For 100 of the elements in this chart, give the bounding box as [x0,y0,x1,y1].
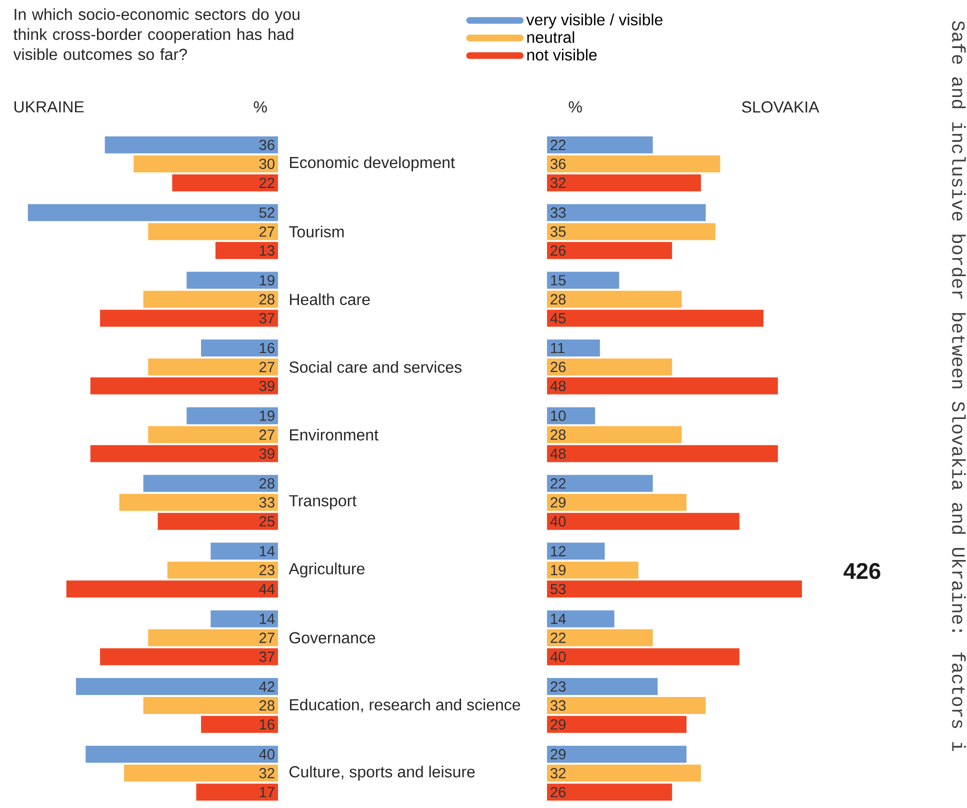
data-label: 37 [259,313,274,324]
bar [134,155,278,172]
text: Safe and inclusive border between Slovakia and Ukraine: factors i [952,20,966,752]
bar [547,746,686,763]
bar [547,136,653,154]
bar [100,310,278,327]
bar [547,204,706,222]
data-label: 26 [550,362,566,372]
data-label: 25 [259,516,274,527]
bar [547,562,638,579]
data-label: 28 [550,429,566,440]
data-label: 32 [259,768,274,778]
data-label: 28 [259,700,274,711]
data-label: 32 [550,178,566,188]
data-label: 14 [260,546,275,556]
data-label: 36 [259,140,274,150]
bar [547,542,605,560]
data-label: 29 [550,749,566,760]
data-label: 22 [550,140,566,150]
text: % [254,101,267,112]
data-label: 33 [550,700,566,711]
data-label: 39 [259,448,274,459]
data-label: 19 [260,275,274,286]
bar [547,174,701,192]
data-label: 27 [259,430,274,440]
data-label: 10 [551,410,566,421]
data-label: 33 [259,497,274,508]
data-label: 26 [550,786,566,798]
bar [547,764,701,782]
data-label: 12 [551,546,566,556]
data-label: 19 [551,564,566,576]
bar [167,562,278,579]
bar [547,377,778,394]
bar [547,610,614,628]
y-tick-label: Economic development [290,156,455,172]
data-label: 19 [260,410,274,421]
data-label: 29 [550,497,566,508]
data-label: 17 [260,787,274,798]
y-tick-label: Transport [289,495,356,510]
y-tick-label: Environment [290,428,378,441]
data-label: 36 [550,158,566,170]
text: % [568,101,582,112]
y-tick-label: Social care and services [289,361,462,373]
data-label: 39 [259,380,274,392]
bar [186,407,278,424]
bar [201,716,278,733]
data-label: 13 [260,245,274,256]
bar [158,512,278,530]
data-label: 33 [550,207,566,218]
bar [547,696,706,714]
data-label: 27 [259,362,274,372]
bar [547,290,682,308]
data-label: 37 [259,652,274,662]
data-label: 48 [550,380,566,392]
bar [196,784,278,801]
data-label: 28 [259,294,274,304]
chart-subtitle: UKRAINE [14,101,84,112]
bar [124,764,278,782]
y-tick-label: Tourism [289,226,344,238]
data-label: 26 [550,245,566,256]
data-label: 16 [260,719,274,730]
bar [186,272,278,289]
data-label: 45 [550,313,566,324]
data-label: 23 [259,564,274,576]
bar [143,290,278,308]
data-label: 29 [550,719,566,730]
data-label: 35 [550,226,566,237]
bar [86,746,278,763]
data-label: 52 [259,207,274,218]
bar [547,678,658,696]
bar [547,494,686,511]
y-tick-label: Education, research and science [290,698,520,712]
bar [547,648,740,666]
data-label: 30 [259,158,274,170]
data-label: 22 [550,632,566,643]
bar [547,358,672,376]
data-label: 42 [259,681,274,692]
bar [28,204,278,222]
data-label: 40 [550,652,566,662]
bar [547,223,716,240]
bar [172,174,278,192]
bar [66,580,278,598]
data-label: 22 [550,478,566,489]
legend-label: neutral [527,31,574,43]
bar [547,242,672,260]
bar [148,223,278,240]
y-tick-label: Governance [290,632,376,644]
bar [148,629,278,646]
data-label: 27 [259,632,274,643]
data-label: 16 [260,342,274,354]
data-label: 40 [550,516,566,527]
data-label: 32 [550,768,566,778]
bar [547,155,720,172]
bar [547,272,620,289]
bar [547,407,596,424]
legend-label: not visible [527,48,597,61]
text: 426 [844,562,880,580]
bar [547,716,686,733]
bar [90,445,278,462]
bar [547,580,802,598]
